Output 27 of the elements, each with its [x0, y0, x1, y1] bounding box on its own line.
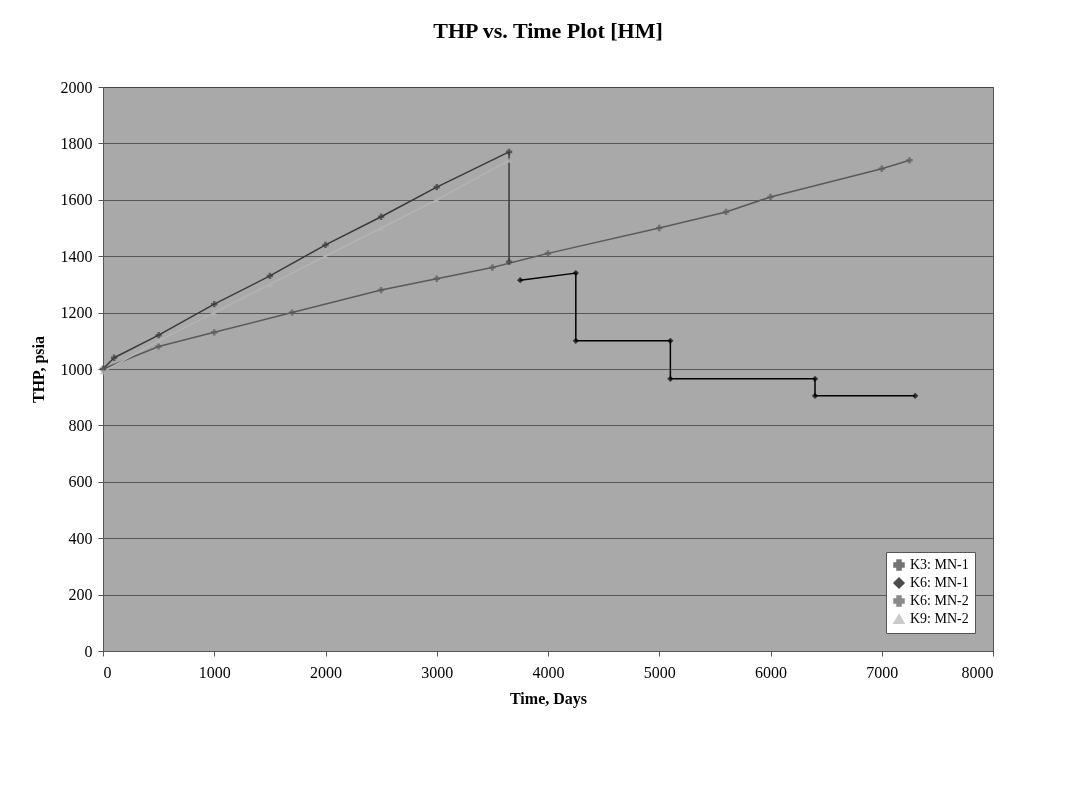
x-tick-label: 3000 — [421, 663, 454, 681]
x-tick-label: 4000 — [532, 663, 565, 681]
y-tick-label: 1000 — [60, 360, 93, 378]
y-tick-label: 1600 — [60, 191, 93, 209]
y-tick-label: 1800 — [60, 134, 93, 152]
x-tick-label: 7000 — [866, 663, 899, 681]
y-axis-title: THP, psia — [29, 336, 48, 403]
legend-label: K6: MN-1 — [910, 575, 969, 590]
y-tick-label: 200 — [68, 586, 93, 604]
legend-label: K9: MN-2 — [910, 611, 969, 626]
x-tick-label: 0 — [103, 663, 112, 681]
legend-label: K3: MN-1 — [910, 557, 969, 572]
x-tick-label: 2000 — [310, 663, 342, 681]
chart-title: THP vs. Time Plot [HM] — [433, 18, 663, 43]
y-tick-label: 2000 — [60, 78, 93, 96]
x-tick-label: 6000 — [755, 663, 787, 681]
legend-label: K6: MN-2 — [910, 593, 969, 608]
x-tick-label: 1000 — [198, 663, 231, 681]
x-tick-label: 8000 — [961, 663, 994, 681]
y-tick-label: 800 — [68, 416, 93, 434]
x-axis-title: Time, Days — [509, 689, 588, 708]
y-tick-label: 600 — [68, 473, 93, 491]
y-tick-label: 0 — [84, 642, 93, 660]
x-tick-label: 5000 — [643, 663, 676, 681]
y-tick-label: 400 — [68, 529, 93, 547]
y-tick-label: 1200 — [60, 304, 93, 322]
y-tick-label: 1400 — [60, 247, 93, 265]
